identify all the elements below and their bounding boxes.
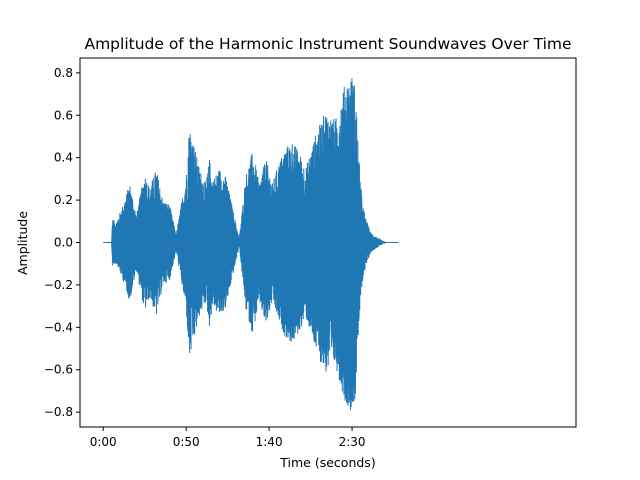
x-tick-label: 0:00 [90,435,117,449]
y-axis-ticks: 0.8 0.6 0.4 0.2 0.0 −0.2 −0.4 −0.6 −0.8 [44,66,80,419]
waveform-line [103,78,399,411]
y-tick-label: −0.8 [44,405,73,419]
chart-title: Amplitude of the Harmonic Instrument Sou… [84,35,571,53]
y-tick-label: 0.0 [54,236,73,250]
y-tick-label: 0.8 [54,66,73,80]
y-tick-label: 0.2 [54,193,73,207]
y-tick-label: −0.4 [44,320,73,334]
waveform-series [103,78,399,411]
x-axis-label: Time (seconds) [279,455,375,470]
y-axis-label: Amplitude [15,211,30,275]
y-tick-label: 0.4 [54,151,73,165]
y-tick-label: 0.6 [54,108,73,122]
x-tick-label: 0:50 [173,435,200,449]
y-tick-label: −0.2 [44,278,73,292]
y-tick-label: −0.6 [44,363,73,377]
x-tick-label: 1:40 [256,435,283,449]
x-tick-label: 2:30 [339,435,366,449]
x-axis-ticks: 0:00 0:50 1:40 2:30 [90,427,366,449]
